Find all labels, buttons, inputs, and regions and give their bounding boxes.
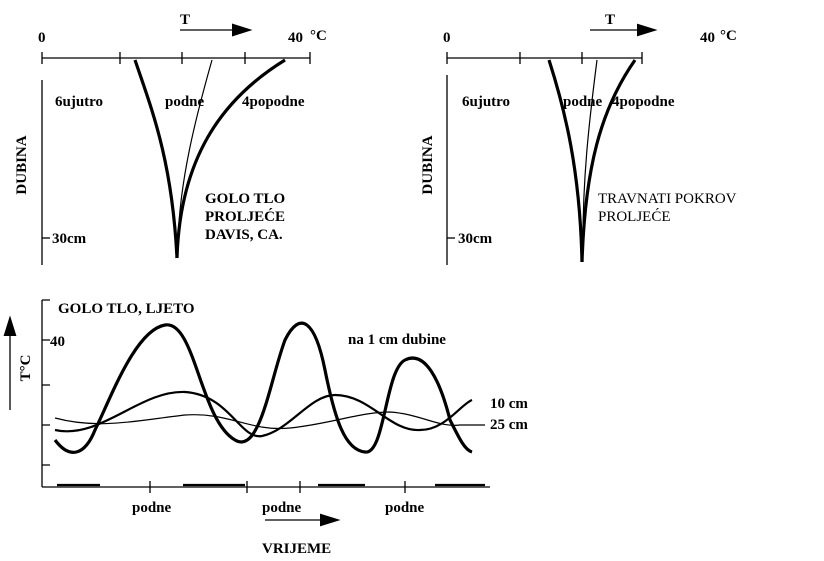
label: DUBINA — [420, 135, 436, 194]
ticks — [41, 52, 311, 64]
ticks — [446, 52, 643, 64]
label: 40 — [50, 334, 65, 350]
ticks — [42, 299, 50, 466]
label: 10 cm — [490, 396, 528, 412]
caption: DAVIS, CA. — [205, 227, 283, 243]
curve — [580, 59, 637, 263]
label: 30cm — [458, 231, 493, 247]
label: na 1 cm dubine — [348, 332, 446, 348]
label: podne — [262, 500, 302, 516]
curve-25cm — [54, 411, 485, 430]
label: T — [180, 12, 190, 28]
label: 4popodne — [242, 94, 305, 110]
label: 30cm — [52, 231, 87, 247]
curve — [547, 59, 584, 263]
label: 6ujutro — [55, 94, 103, 110]
panel-grass: 0 T 40 °C DUBINA 6ujutro podne 4popodne … — [420, 12, 737, 265]
label: 4popodne — [612, 94, 675, 110]
label: podne — [385, 500, 425, 516]
label: 25 cm — [490, 417, 528, 433]
curve-10cm — [54, 390, 473, 438]
label: T°C — [18, 355, 34, 382]
label: °C — [310, 28, 327, 44]
label: °C — [720, 28, 737, 44]
label: 6ujutro — [462, 94, 510, 110]
panel-summer: T°C 40 GOLO TLO, LJETO na 1 cm dubine 10… — [3, 299, 528, 557]
ticks — [149, 481, 406, 493]
label: 40 — [700, 30, 715, 46]
curve — [175, 58, 286, 259]
label: 40 — [288, 30, 303, 46]
label: 0 — [38, 30, 46, 46]
label: podne — [165, 94, 205, 110]
label: T — [605, 12, 615, 28]
label: VRIJEME — [262, 541, 331, 557]
panel-bare-soil: 0 T 40 °C DUBINA 6ujutro podne 4popodne … — [14, 12, 327, 265]
caption: TRAVNATI POKROV — [598, 191, 737, 207]
curve — [133, 59, 179, 259]
label: 0 — [443, 30, 451, 46]
label: podne — [132, 500, 172, 516]
curve-1cm — [53, 321, 473, 454]
title: GOLO TLO, LJETO — [58, 301, 195, 317]
curve — [582, 59, 598, 241]
label: DUBINA — [14, 135, 30, 194]
caption: PROLJEĆE — [205, 208, 285, 225]
caption: PROLJEĆE — [598, 208, 671, 225]
label: podne — [563, 94, 603, 110]
caption: GOLO TLO — [205, 191, 285, 207]
curve — [177, 59, 213, 241]
